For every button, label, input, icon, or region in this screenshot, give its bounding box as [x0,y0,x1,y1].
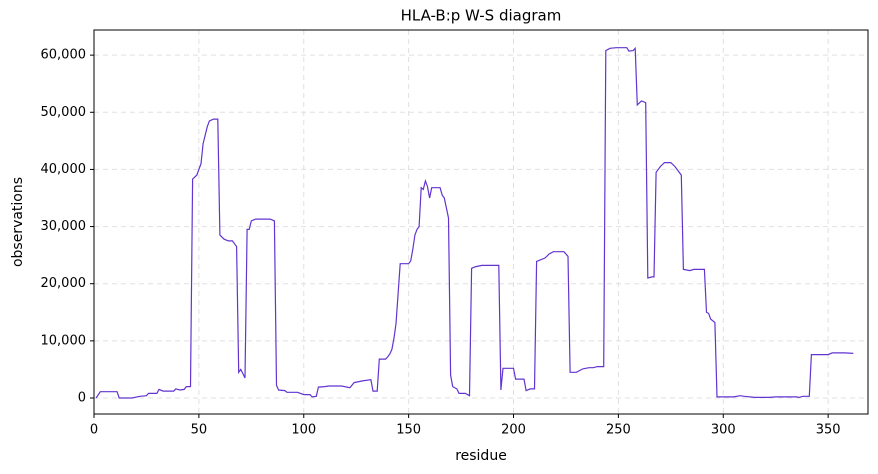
data-line [95,46,854,399]
x-tick-label: 0 [90,423,98,438]
y-tick-label: 50,000 [41,105,87,120]
x-tick-label: 150 [396,423,421,438]
x-tick-label: 350 [816,423,841,438]
y-tick-label: 60,000 [41,48,87,63]
y-tick-label: 0 [78,391,86,406]
y-tick-label: 20,000 [41,276,87,291]
x-tick-label: 200 [501,423,526,438]
x-tick-label: 250 [606,423,631,438]
y-tick-label: 40,000 [41,162,87,177]
x-tick-label: 50 [191,423,208,438]
y-axis-label: observations [10,177,26,267]
y-tick-label: 30,000 [41,219,87,234]
plot-frame [93,29,869,415]
x-tick-label: 100 [291,423,316,438]
y-tick-label: 10,000 [41,333,87,348]
x-axis-label: residue [455,448,507,464]
chart-title: HLA-B:p W-S diagram [401,7,562,25]
x-tick-label: 300 [711,423,736,438]
